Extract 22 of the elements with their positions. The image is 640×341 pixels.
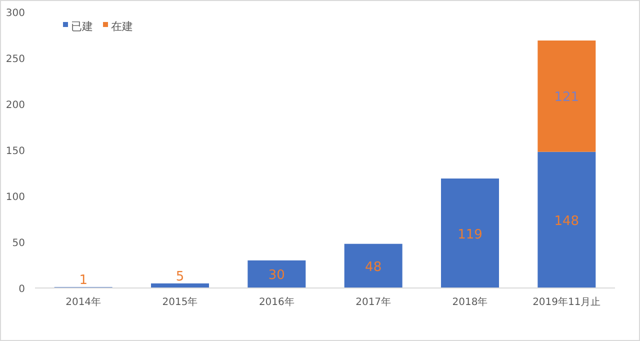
x-tick-label: 2018年 bbox=[452, 296, 488, 308]
data-label: 121 bbox=[554, 90, 580, 106]
legend-label: 已建 bbox=[71, 20, 93, 33]
x-tick-label: 2017年 bbox=[356, 296, 392, 308]
y-tick-label: 200 bbox=[6, 100, 25, 111]
y-tick-label: 300 bbox=[6, 8, 25, 19]
y-tick-label: 150 bbox=[6, 146, 25, 157]
x-tick-label: 2016年 bbox=[258, 296, 294, 308]
data-label: 148 bbox=[554, 214, 580, 229]
data-label: 5 bbox=[176, 269, 184, 284]
data-label: 1 bbox=[79, 273, 88, 288]
x-tick-label: 2014年 bbox=[66, 296, 102, 308]
y-tick-label: 250 bbox=[6, 54, 25, 65]
x-tick-label: 2019年11月止 bbox=[532, 296, 601, 308]
data-label: 30 bbox=[268, 268, 285, 284]
y-tick-label: 50 bbox=[12, 238, 25, 249]
data-label: 48 bbox=[365, 260, 382, 275]
y-tick-label: 0 bbox=[18, 284, 25, 295]
y-tick-label: 100 bbox=[6, 192, 25, 203]
legend-label: 在建 bbox=[111, 20, 133, 33]
data-label: 119 bbox=[458, 227, 482, 242]
x-tick-label: 2015年 bbox=[162, 296, 198, 308]
